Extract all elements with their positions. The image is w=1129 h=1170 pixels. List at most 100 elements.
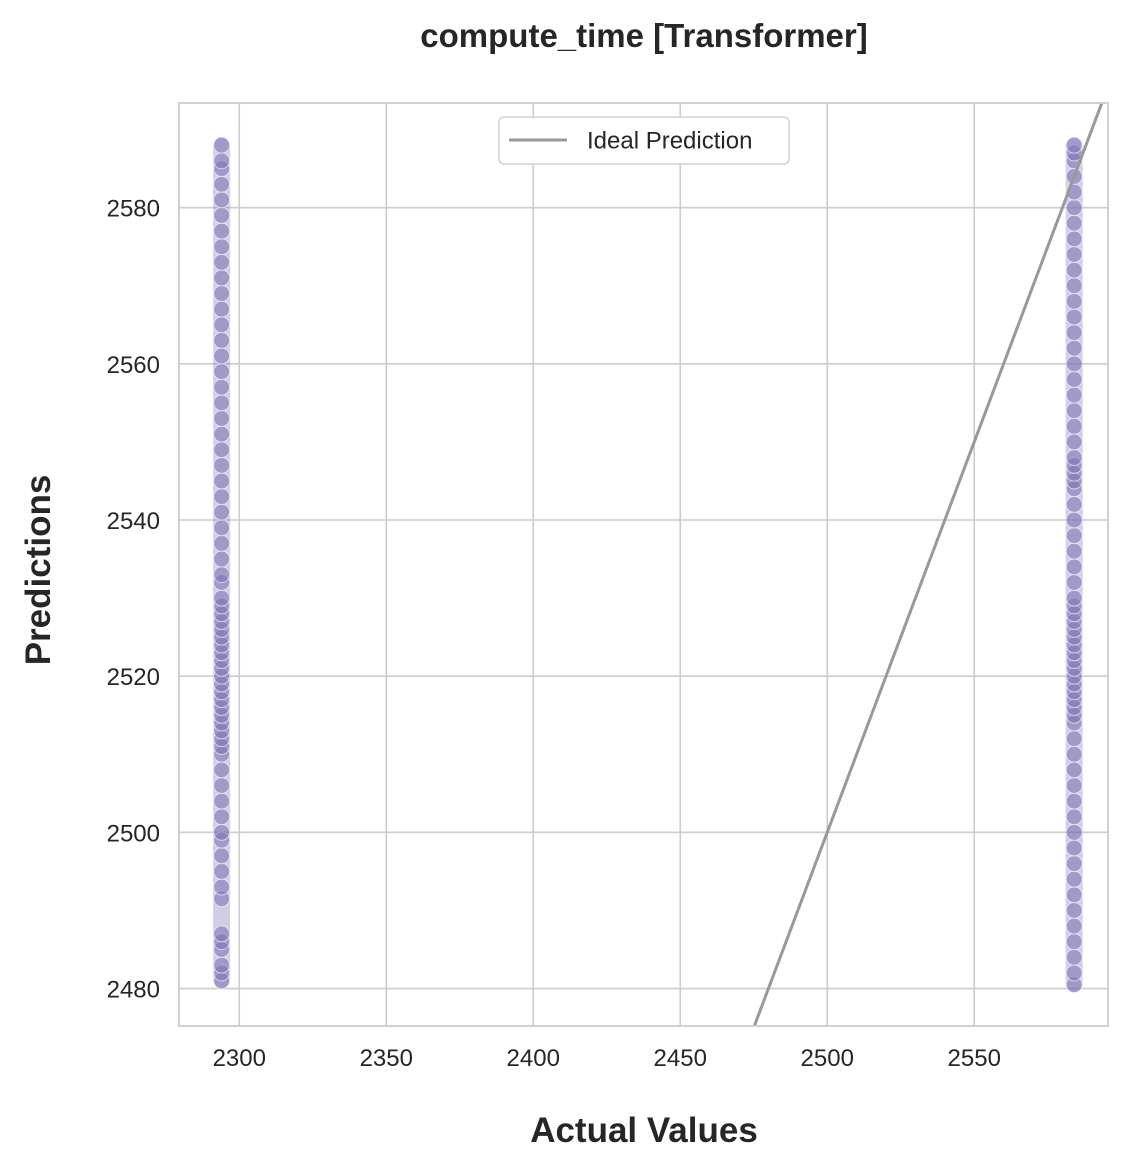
scatter-point — [1065, 136, 1083, 154]
scatter-point — [1065, 730, 1083, 748]
scatter-point — [213, 761, 231, 779]
x-tick-label: 2350 — [360, 1045, 413, 1072]
legend-box — [498, 116, 790, 165]
scatter-point — [213, 394, 231, 412]
scatter-point — [1065, 542, 1083, 560]
scatter-point — [1065, 761, 1083, 779]
y-tick-label: 2580 — [107, 196, 160, 223]
scatter-point — [213, 456, 231, 474]
scatter-point — [213, 136, 231, 154]
scatter-point — [1065, 808, 1083, 826]
y-tick-label: 2500 — [107, 820, 160, 847]
scatter-point — [1065, 324, 1083, 342]
scatter-point — [213, 222, 231, 240]
scatter-point — [213, 878, 231, 896]
scatter-point — [213, 589, 231, 607]
x-tick-label: 2500 — [801, 1045, 854, 1072]
scatter-point — [1065, 901, 1083, 919]
scatter-point — [213, 534, 231, 552]
scatter-point — [213, 253, 231, 271]
x-tick-label: 2450 — [654, 1045, 707, 1072]
x-axis-label: Actual Values — [530, 1111, 758, 1150]
axes-border — [178, 102, 1109, 1027]
scatter-point — [1065, 417, 1083, 435]
y-tick-label: 2520 — [107, 664, 160, 691]
scatter-point — [1065, 339, 1083, 357]
scatter-point — [213, 823, 231, 841]
scatter-point — [1065, 495, 1083, 513]
scatter-point — [213, 925, 231, 943]
scatter-point — [213, 472, 231, 490]
scatter-point — [213, 441, 231, 459]
scatter-point — [1065, 886, 1083, 904]
scatter-point — [213, 378, 231, 396]
y-tick-label: 2540 — [107, 508, 160, 535]
scatter-point — [1065, 948, 1083, 966]
scatter-point — [1065, 823, 1083, 841]
y-tick-labels: 2480 2500 2520 2540 2560 2580 — [107, 196, 160, 1004]
scatter-point — [213, 956, 231, 974]
scatter-point — [1065, 839, 1083, 857]
scatter-point — [213, 566, 231, 584]
scatter-point — [213, 425, 231, 443]
scatter-point — [1065, 355, 1083, 373]
scatter-point — [1065, 792, 1083, 810]
scatter-point — [213, 519, 231, 537]
scatter-point — [213, 238, 231, 256]
scatter-point — [213, 191, 231, 209]
scatter-point — [1065, 527, 1083, 545]
plot-area — [179, 103, 1108, 1026]
x-tick-label: 2300 — [213, 1045, 266, 1072]
scatter-point — [213, 550, 231, 568]
x-tick-label: 2550 — [948, 1045, 1001, 1072]
scatter-point — [213, 206, 231, 224]
scatter-point — [1065, 933, 1083, 951]
scatter-point — [1065, 870, 1083, 888]
scatter-point — [1065, 776, 1083, 794]
scatter-point — [1065, 745, 1083, 763]
scatter-point — [213, 776, 231, 794]
scatter-point — [1065, 558, 1083, 576]
x-tick-label: 2400 — [507, 1045, 560, 1072]
scatter-point — [213, 409, 231, 427]
scatter-point — [213, 847, 231, 865]
y-axis-label: Predictions — [19, 475, 58, 666]
scatter-point — [213, 269, 231, 287]
legend: Ideal Prediction — [498, 116, 790, 165]
scatter-point — [213, 152, 231, 170]
scatter-point — [1065, 386, 1083, 404]
scatter-point — [1065, 511, 1083, 529]
scatter-point — [213, 175, 231, 193]
y-tick-label: 2560 — [107, 352, 160, 379]
scatter-point — [213, 347, 231, 365]
scatter-point — [1065, 277, 1083, 295]
chart-title: compute_time [Transformer] — [420, 17, 867, 54]
ideal-prediction-line — [752, 102, 1104, 1027]
scatter-point — [213, 285, 231, 303]
y-tick-label: 2480 — [107, 977, 160, 1004]
scatter-point — [213, 792, 231, 810]
scatter-point — [1065, 402, 1083, 420]
scatter-point — [1065, 449, 1083, 467]
scatter-point — [1065, 370, 1083, 388]
scatter-point — [213, 300, 231, 318]
scatter-point — [213, 363, 231, 381]
scatter-point — [213, 503, 231, 521]
scatter-point — [1065, 245, 1083, 263]
scatter-point — [213, 488, 231, 506]
scatter-point — [1065, 917, 1083, 935]
scatter-points — [213, 136, 1083, 994]
scatter-point — [213, 862, 231, 880]
scatter-point — [1065, 433, 1083, 451]
scatter-point — [213, 808, 231, 826]
scatter-point — [1065, 589, 1083, 607]
legend-entry-ideal-prediction: Ideal Prediction — [587, 128, 752, 155]
plot-frame — [178, 102, 1109, 1027]
scatter-point — [1065, 964, 1083, 982]
scatter-point — [1065, 292, 1083, 310]
scatter-point — [1065, 573, 1083, 591]
gridlines — [179, 103, 1108, 1026]
plot-background — [179, 103, 1108, 1026]
scatter-point — [1065, 199, 1083, 217]
